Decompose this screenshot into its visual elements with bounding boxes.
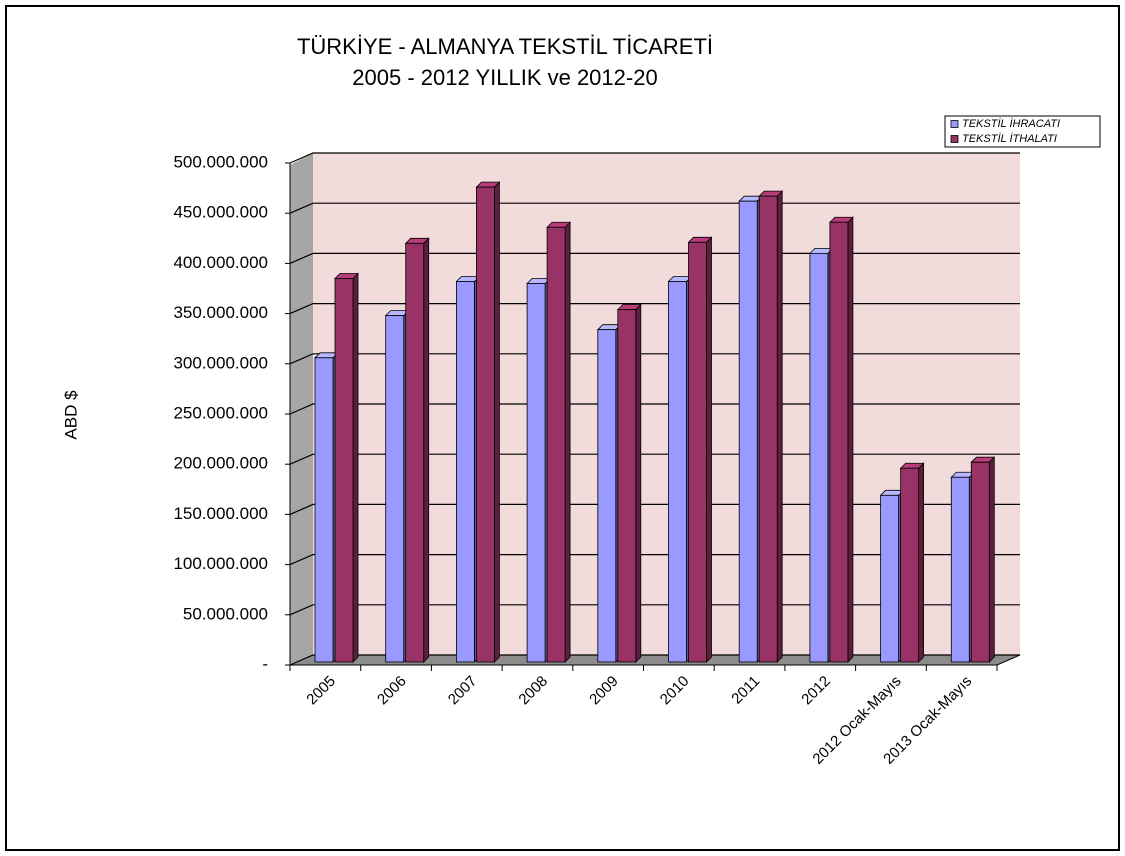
- bar: [738, 195, 764, 663]
- bar-side: [988, 456, 995, 663]
- bar: [828, 216, 854, 663]
- bar-front: [900, 467, 919, 663]
- legend-box: [944, 115, 1101, 148]
- grid-line: [289, 353, 1020, 365]
- bar: [596, 323, 622, 663]
- grid-line: [289, 403, 1020, 415]
- bar-side: [776, 190, 783, 663]
- bar-front: [738, 200, 758, 663]
- y-tick-label: 300.000.000: [173, 353, 268, 372]
- bar-front: [880, 494, 899, 663]
- bar: [667, 275, 693, 663]
- y-tick-label: 150.000.000: [173, 504, 268, 523]
- bar-front: [455, 281, 475, 663]
- bar-front: [385, 315, 405, 663]
- y-tick-label: 350.000.000: [173, 303, 268, 322]
- y-tick-label: 450.000.000: [173, 203, 268, 222]
- bar-front: [405, 242, 425, 663]
- y-tick-label: 50.000.000: [183, 604, 268, 623]
- y-tick-label: -: [262, 654, 268, 673]
- bar-front: [758, 195, 778, 663]
- bar-front: [950, 476, 970, 663]
- grid-line: [289, 654, 1020, 666]
- bar: [879, 489, 905, 663]
- grid-line: [289, 604, 1020, 616]
- bar-front: [688, 241, 707, 663]
- bar: [687, 236, 713, 663]
- grid-line: [289, 152, 1020, 164]
- bar-front: [809, 252, 829, 663]
- bar-front: [668, 281, 687, 663]
- bar: [404, 237, 430, 663]
- bar: [384, 309, 410, 663]
- bar: [546, 221, 572, 663]
- y-tick-label: 250.000.000: [173, 403, 268, 422]
- grid-line: [289, 503, 1020, 515]
- bar-front: [334, 278, 354, 663]
- y-tick-label: 400.000.000: [173, 253, 268, 272]
- bar: [314, 351, 339, 663]
- chart-subtitle: 2005 - 2012 YILLIK ve 2012-20: [352, 65, 657, 90]
- bar: [899, 462, 925, 663]
- bar-side: [706, 236, 712, 663]
- bar-side: [847, 216, 854, 663]
- legend-label: TEKSTİL İTHALATI: [962, 133, 1057, 145]
- legend-label: TEKSTİL İHRACATI: [962, 118, 1060, 130]
- bar-front: [314, 357, 334, 663]
- grid-line: [289, 303, 1020, 315]
- bar: [526, 277, 552, 663]
- bar-front: [597, 329, 617, 663]
- bar: [334, 272, 359, 663]
- bar-front: [829, 221, 849, 663]
- y-tick-label: 200.000.000: [173, 454, 268, 473]
- bar-front: [526, 283, 546, 663]
- bar-front: [617, 309, 637, 663]
- legend-swatch: [950, 120, 959, 128]
- bar-side: [918, 462, 924, 663]
- bar: [970, 456, 996, 663]
- bar: [455, 275, 481, 663]
- bar-front: [970, 461, 990, 663]
- y-tick-label: 500.000.000: [173, 152, 268, 171]
- bar-side: [493, 181, 500, 663]
- bar-front: [475, 186, 495, 663]
- y-axis-label: ABD $: [61, 390, 80, 440]
- y-tick-label: 100.000.000: [173, 554, 268, 573]
- bar: [616, 303, 642, 663]
- bar: [475, 181, 501, 663]
- legend-swatch: [950, 135, 959, 143]
- grid-line: [289, 553, 1020, 566]
- grid-line: [289, 453, 1020, 465]
- chart-title: TÜRKİYE - ALMANYA TEKSTİL TİCARETİ: [297, 34, 713, 59]
- bar-side: [352, 272, 359, 663]
- legend: TEKSTİL İHRACATI TEKSTİL İTHALATI: [944, 115, 1101, 148]
- grid-line: [289, 202, 1020, 214]
- bar-side: [564, 221, 571, 663]
- bar: [808, 247, 834, 663]
- bar-front: [546, 226, 566, 663]
- bar-side: [635, 303, 642, 663]
- bar: [758, 190, 784, 663]
- bar: [950, 471, 976, 663]
- grid-line: [289, 252, 1020, 264]
- bar-side: [423, 237, 430, 663]
